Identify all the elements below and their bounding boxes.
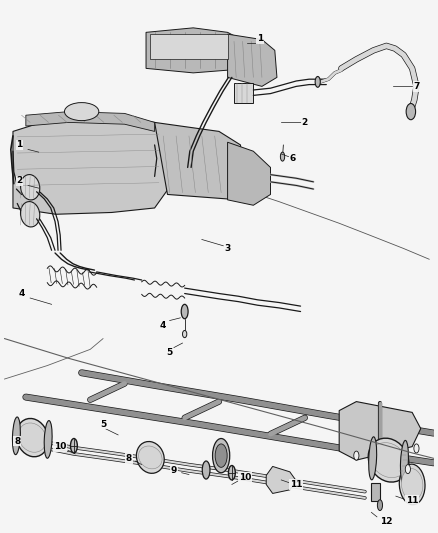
Text: 4: 4 (160, 320, 166, 329)
Text: 5: 5 (166, 348, 173, 357)
Ellipse shape (368, 438, 409, 482)
Text: 1: 1 (257, 34, 263, 43)
Polygon shape (146, 28, 236, 73)
Ellipse shape (378, 500, 382, 511)
Text: 1: 1 (16, 140, 22, 149)
Text: 4: 4 (18, 289, 25, 298)
Polygon shape (155, 123, 245, 199)
Text: 8: 8 (126, 454, 132, 463)
Text: 11: 11 (290, 480, 303, 489)
Polygon shape (228, 34, 277, 86)
Ellipse shape (400, 440, 408, 483)
Ellipse shape (18, 423, 46, 453)
Text: 6: 6 (290, 154, 296, 163)
Polygon shape (13, 115, 167, 214)
Polygon shape (228, 142, 271, 205)
Ellipse shape (138, 446, 162, 469)
Text: 5: 5 (100, 419, 106, 429)
Text: 9: 9 (171, 466, 177, 475)
Ellipse shape (21, 201, 40, 227)
Ellipse shape (183, 330, 187, 337)
Bar (371, 483, 380, 500)
Ellipse shape (215, 444, 227, 467)
Ellipse shape (399, 464, 425, 505)
Ellipse shape (64, 102, 99, 120)
Ellipse shape (21, 175, 40, 200)
Polygon shape (266, 466, 296, 494)
Text: 8: 8 (14, 437, 21, 446)
Ellipse shape (369, 437, 377, 480)
Ellipse shape (315, 76, 320, 87)
Ellipse shape (136, 441, 164, 473)
Ellipse shape (44, 421, 52, 458)
Ellipse shape (405, 465, 410, 474)
Ellipse shape (402, 469, 423, 500)
Ellipse shape (12, 417, 20, 455)
Ellipse shape (280, 152, 285, 161)
Text: 10: 10 (54, 442, 67, 451)
Polygon shape (339, 401, 421, 460)
Text: 12: 12 (380, 517, 392, 526)
Ellipse shape (16, 418, 48, 457)
Ellipse shape (414, 444, 419, 453)
Text: 7: 7 (413, 82, 420, 91)
Text: 2: 2 (16, 176, 22, 185)
Ellipse shape (202, 461, 210, 479)
Ellipse shape (406, 103, 416, 120)
Polygon shape (26, 111, 155, 132)
Ellipse shape (229, 465, 235, 480)
Ellipse shape (371, 442, 407, 478)
Polygon shape (150, 34, 228, 59)
Text: 11: 11 (406, 496, 418, 505)
Bar (234, 83, 253, 102)
Text: 10: 10 (239, 473, 251, 482)
Text: 2: 2 (302, 118, 308, 127)
Text: 3: 3 (224, 244, 231, 253)
Ellipse shape (354, 451, 359, 460)
Ellipse shape (181, 304, 188, 319)
Ellipse shape (212, 439, 230, 473)
Ellipse shape (71, 439, 78, 453)
